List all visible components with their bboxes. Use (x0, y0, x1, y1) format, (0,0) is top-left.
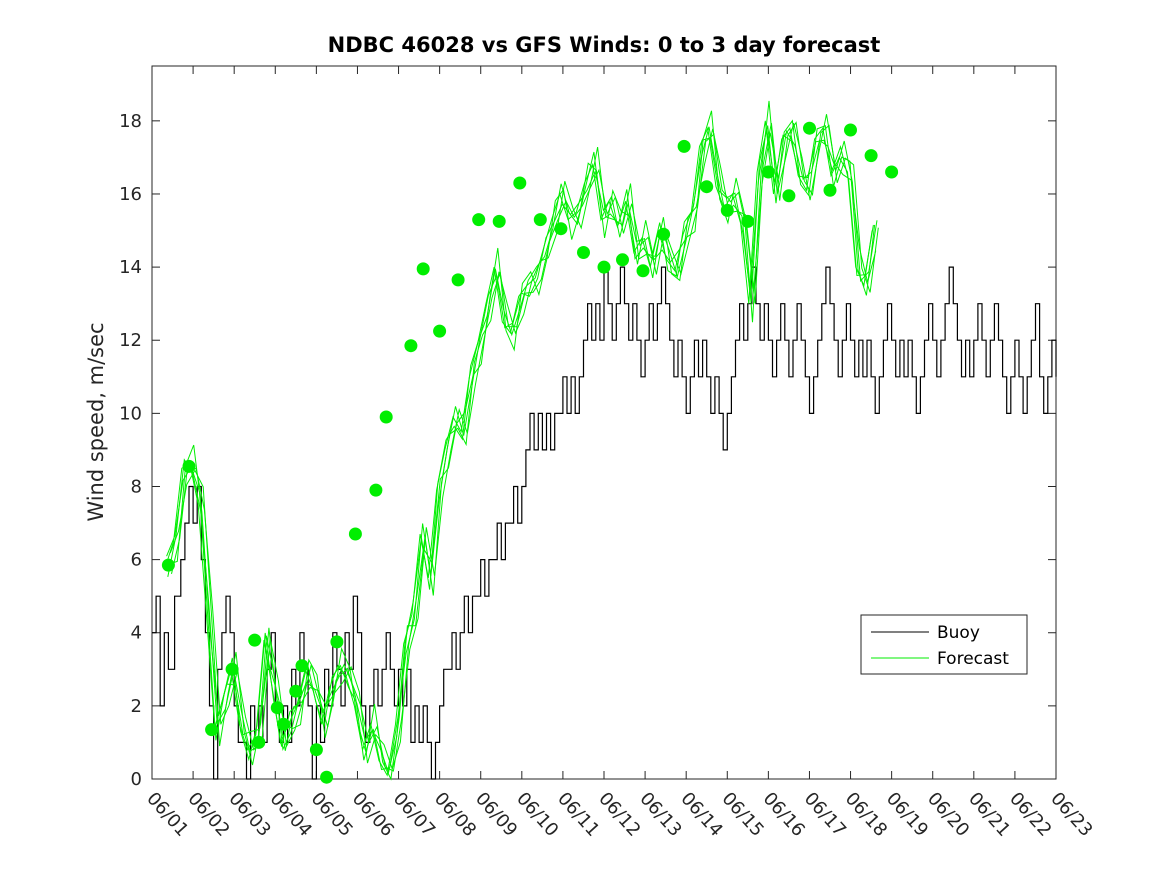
y-axis-label: Wind speed, m/sec (84, 322, 108, 521)
forecast-marker (741, 214, 755, 228)
forecast-marker (320, 770, 334, 784)
forecast-marker (554, 222, 568, 236)
legend-label-forecast: Forecast (937, 649, 1009, 669)
daily-markers (161, 121, 899, 784)
series-forecast-line (166, 126, 874, 775)
chart-title: NDBC 46028 vs GFS Winds: 0 to 3 day fore… (328, 33, 881, 57)
forecast-marker (657, 227, 671, 241)
forecast-marker (289, 684, 303, 698)
forecast-marker (161, 558, 175, 572)
forecast-marker (404, 339, 418, 353)
forecast-marker (700, 180, 714, 194)
forecast-marker (248, 633, 262, 647)
legend-label-buoy: Buoy (937, 623, 980, 643)
y-tick-label: 6 (131, 550, 142, 571)
forecast-marker (379, 410, 393, 424)
forecast-marker (225, 662, 239, 676)
forecast-marker (803, 121, 816, 135)
forecast-marker (844, 123, 857, 137)
forecast-marker (433, 324, 447, 338)
forecast-marker (782, 189, 796, 203)
y-tick-label: 0 (131, 769, 142, 790)
y-tick-label: 12 (119, 330, 142, 351)
forecast-marker (885, 165, 899, 179)
forecast-marker (416, 262, 430, 276)
forecast-marker (330, 635, 344, 649)
forecast-marker (451, 273, 465, 287)
forecast-marker (270, 701, 284, 715)
forecast-marker (369, 483, 383, 497)
y-tick-label: 14 (119, 257, 142, 278)
y-tick-label: 2 (131, 696, 142, 717)
legend-box (860, 614, 1028, 675)
forecast-marker (597, 260, 611, 274)
forecast-marker (677, 139, 691, 153)
forecast-marker (205, 723, 219, 737)
forecast-marker (823, 183, 837, 197)
series-forecast-line (171, 121, 879, 772)
forecast-marker (616, 253, 629, 267)
forecast-marker (864, 149, 878, 163)
forecast-marker (720, 203, 734, 217)
y-tick-label: 8 (131, 476, 142, 497)
forecast-marker (252, 735, 266, 749)
y-tick-label: 18 (119, 111, 142, 132)
forecast-marker (309, 743, 323, 757)
y-tick-label: 16 (119, 184, 142, 205)
y-tick-label: 4 (131, 623, 142, 644)
forecast-marker (295, 659, 309, 673)
forecast-marker (472, 213, 486, 227)
legend: Buoy Forecast (860, 614, 1028, 675)
forecast-marker (277, 717, 290, 731)
forecast-marker (761, 165, 775, 179)
forecast-marker (577, 246, 590, 259)
forecast-marker (182, 459, 196, 473)
forecast-marker (636, 264, 650, 278)
forecast-marker (513, 176, 527, 190)
forecast-marker (348, 527, 362, 541)
forecast-marker (533, 213, 547, 227)
y-tick-label: 10 (119, 403, 142, 424)
forecast-marker (492, 214, 506, 228)
series-forecast-line (169, 128, 878, 771)
